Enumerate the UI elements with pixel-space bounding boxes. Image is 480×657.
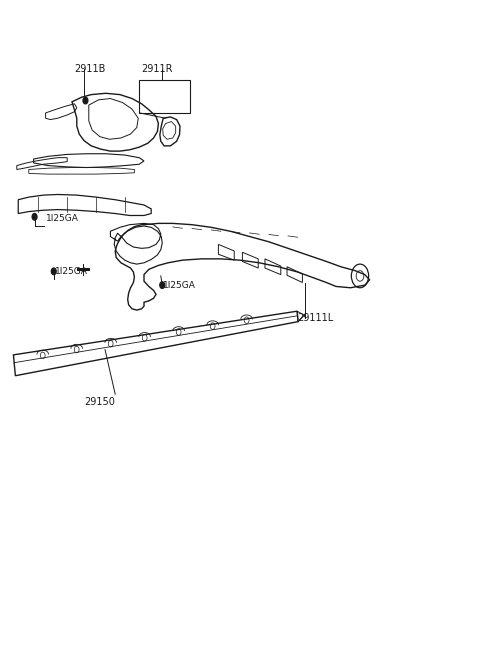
Text: 2911B: 2911B: [74, 64, 106, 74]
Circle shape: [160, 282, 165, 288]
Text: 1I25GA: 1I25GA: [46, 214, 78, 223]
Text: 29150: 29150: [84, 397, 115, 407]
Text: 2911R: 2911R: [142, 64, 173, 74]
Text: 29111L: 29111L: [298, 313, 334, 323]
Circle shape: [51, 268, 56, 275]
Circle shape: [32, 214, 37, 220]
Circle shape: [83, 97, 88, 104]
Text: 1I25GA: 1I25GA: [163, 281, 196, 290]
Bar: [139, 80, 190, 113]
Text: 1I25GA: 1I25GA: [55, 267, 88, 277]
